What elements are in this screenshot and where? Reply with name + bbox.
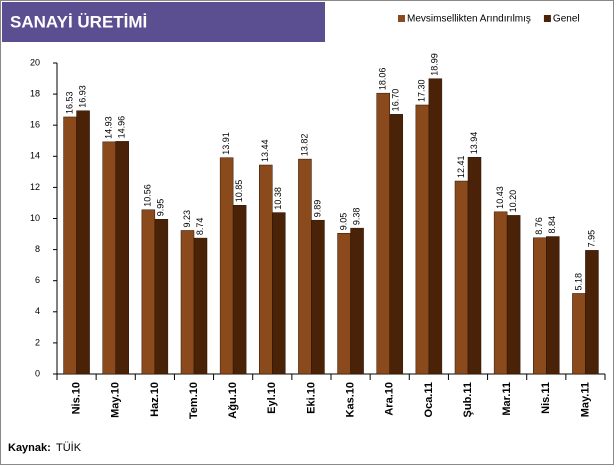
data-label: 16.70 xyxy=(391,89,401,112)
x-tick-label: Nis.11 xyxy=(540,382,552,414)
data-label: 16.93 xyxy=(77,85,87,108)
y-tick-label: 16 xyxy=(30,120,40,130)
title-box xyxy=(2,2,325,42)
bar xyxy=(272,212,286,375)
bar xyxy=(533,237,547,375)
bar xyxy=(493,211,508,375)
bar xyxy=(193,237,208,375)
data-label: 5.18 xyxy=(573,273,583,291)
x-tick-label: Nis.10 xyxy=(70,382,82,414)
x-tick-label: May.11 xyxy=(579,382,591,417)
data-label: 10.85 xyxy=(234,180,244,203)
bar xyxy=(415,104,430,375)
data-label: 9.38 xyxy=(351,208,361,226)
bar xyxy=(311,219,325,375)
y-tick-label: 18 xyxy=(30,88,40,98)
y-tick-label: 0 xyxy=(35,368,40,378)
bar xyxy=(115,141,129,375)
data-label: 9.89 xyxy=(312,200,322,218)
x-tick-label: Ağu.10 xyxy=(227,382,239,419)
bar xyxy=(76,110,90,375)
bar xyxy=(546,236,560,375)
data-label: 14.93 xyxy=(104,116,114,139)
data-label: 13.82 xyxy=(299,134,309,157)
data-label: 10.38 xyxy=(273,187,283,210)
data-label: 9.05 xyxy=(338,213,348,231)
source-label: Kaynak: xyxy=(8,442,51,454)
bar xyxy=(428,78,443,375)
data-label: 9.95 xyxy=(156,199,166,217)
legend-swatch xyxy=(398,15,405,22)
y-tick-label: 4 xyxy=(35,306,40,316)
data-label: 16.53 xyxy=(64,91,74,114)
bar xyxy=(180,230,195,375)
x-tick-label: Haz.10 xyxy=(149,382,161,417)
data-label: 7.95 xyxy=(586,230,596,248)
bar xyxy=(259,164,273,375)
data-label: 12.41 xyxy=(456,155,466,178)
data-label: 13.94 xyxy=(469,132,479,155)
y-tick-label: 20 xyxy=(30,57,40,67)
x-tick-label: Tem.10 xyxy=(188,382,200,419)
bar xyxy=(154,219,169,375)
y-tick-label: 12 xyxy=(30,182,40,192)
bar xyxy=(376,92,390,375)
x-tick-label: Ara.10 xyxy=(384,382,396,416)
bar xyxy=(585,250,599,375)
bar xyxy=(63,116,77,375)
data-label: 10.20 xyxy=(508,190,518,213)
bar xyxy=(454,180,469,375)
data-label: 18.99 xyxy=(430,53,440,76)
bar xyxy=(350,227,364,375)
x-tick-label: Kas.10 xyxy=(344,382,356,417)
data-label: 9.23 xyxy=(182,210,192,228)
source: TÜİK xyxy=(56,441,82,454)
data-label: 10.43 xyxy=(495,186,505,209)
bar xyxy=(141,209,156,375)
legend-label: Mevsimsellikten Arındırılmış xyxy=(407,14,531,25)
bar xyxy=(506,215,521,375)
y-tick-label: 8 xyxy=(35,244,40,254)
x-tick-label: May.10 xyxy=(110,382,122,418)
bar xyxy=(232,205,247,375)
chart-title: SANAYİ ÜRETİMİ xyxy=(10,12,147,31)
bar xyxy=(337,233,351,375)
data-label: 8.74 xyxy=(195,218,205,236)
bar xyxy=(102,141,116,375)
data-label: 8.84 xyxy=(547,216,557,234)
y-tick-label: 2 xyxy=(35,337,40,347)
data-label: 17.30 xyxy=(417,79,427,102)
y-tick-label: 6 xyxy=(35,275,40,285)
legend-label: Genel xyxy=(553,14,580,25)
bar xyxy=(389,114,403,375)
x-tick-label: Eyl.10 xyxy=(266,382,278,414)
x-tick-label: Şub.11 xyxy=(462,382,474,417)
bar xyxy=(467,156,482,375)
bar xyxy=(298,158,312,375)
x-tick-label: Mar.11 xyxy=(501,382,513,416)
y-tick-label: 10 xyxy=(30,213,40,223)
bar xyxy=(572,293,586,375)
x-tick-label: Oca.11 xyxy=(423,382,435,417)
data-label: 13.44 xyxy=(260,139,270,162)
data-label: 10.56 xyxy=(143,184,153,207)
data-label: 8.76 xyxy=(534,217,544,235)
y-tick-label: 14 xyxy=(30,151,40,161)
data-label: 14.96 xyxy=(117,116,127,139)
bar xyxy=(219,157,234,375)
x-tick-label: Eki.10 xyxy=(305,382,317,414)
data-label: 13.91 xyxy=(221,132,231,155)
legend-swatch xyxy=(543,15,551,22)
data-label: 18.06 xyxy=(378,68,388,91)
